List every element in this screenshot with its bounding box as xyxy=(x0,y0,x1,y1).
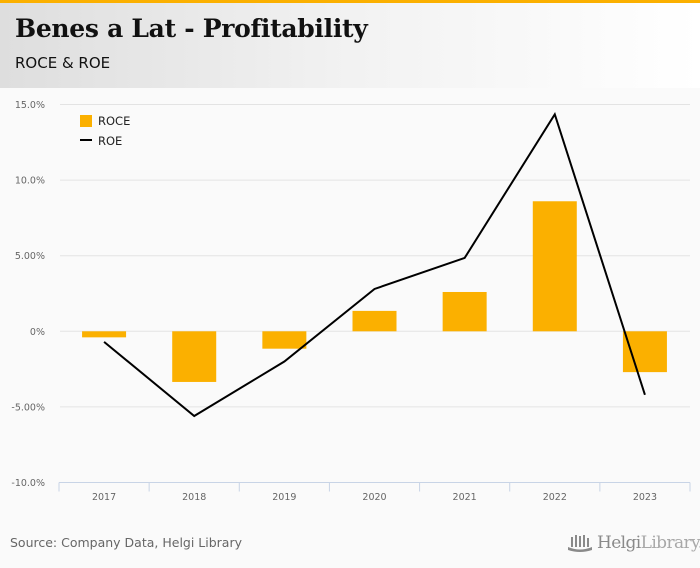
source-note: Source: Company Data, Helgi Library xyxy=(10,535,243,550)
accent-bar xyxy=(0,0,700,3)
legend-roce-swatch xyxy=(80,115,92,127)
x-tick-label: 2019 xyxy=(272,492,296,503)
y-tick-label: -10.0% xyxy=(11,478,45,489)
roce-bar xyxy=(622,331,667,373)
roce-bar xyxy=(82,331,127,338)
roce-bar xyxy=(352,310,397,332)
y-tick-label: 5.00% xyxy=(15,251,45,262)
x-tick-label: 2018 xyxy=(182,492,206,503)
gridlines xyxy=(60,104,690,408)
helgi-library-logo: HelgiLibrary. xyxy=(567,533,700,553)
y-tick-label: -5.00% xyxy=(11,402,45,413)
library-icon xyxy=(568,535,592,552)
roce-bars xyxy=(82,201,667,382)
chart-subtitle: ROCE & ROE xyxy=(15,54,111,72)
y-axis: 15.0% 10.0% 5.00% 0% -5.00% -10.0% xyxy=(11,100,45,489)
logo-text-light: Library. xyxy=(640,533,700,553)
chart-header: Benes a Lat - Profitability ROCE & ROE xyxy=(0,3,700,88)
roce-bar xyxy=(172,331,217,382)
x-tick-label: 2022 xyxy=(543,492,567,503)
y-tick-label: 10.0% xyxy=(15,176,45,187)
y-tick-label: 15.0% xyxy=(15,100,45,111)
roce-bar xyxy=(262,331,307,349)
roce-bar xyxy=(532,201,577,332)
roe-series-line xyxy=(103,111,646,418)
x-axis: 2017 2018 2019 2020 2021 2022 2023 xyxy=(58,482,691,503)
y-tick-label: 0% xyxy=(30,327,45,338)
roce-bar xyxy=(442,291,487,332)
roe-line xyxy=(103,111,646,418)
legend-roe-label: ROE xyxy=(98,134,122,148)
legend-roce-label: ROCE xyxy=(98,114,130,128)
logo-text-bold: Helgi xyxy=(597,533,641,553)
x-tick-label: 2023 xyxy=(633,492,657,503)
x-tick-label: 2020 xyxy=(362,492,386,503)
chart-title: Benes a Lat - Profitability xyxy=(15,14,368,43)
logo-text: HelgiLibrary. xyxy=(597,533,700,553)
legend: ROCE ROE xyxy=(80,114,130,148)
x-tick-label: 2021 xyxy=(453,492,477,503)
x-tick-label: 2017 xyxy=(92,492,116,503)
